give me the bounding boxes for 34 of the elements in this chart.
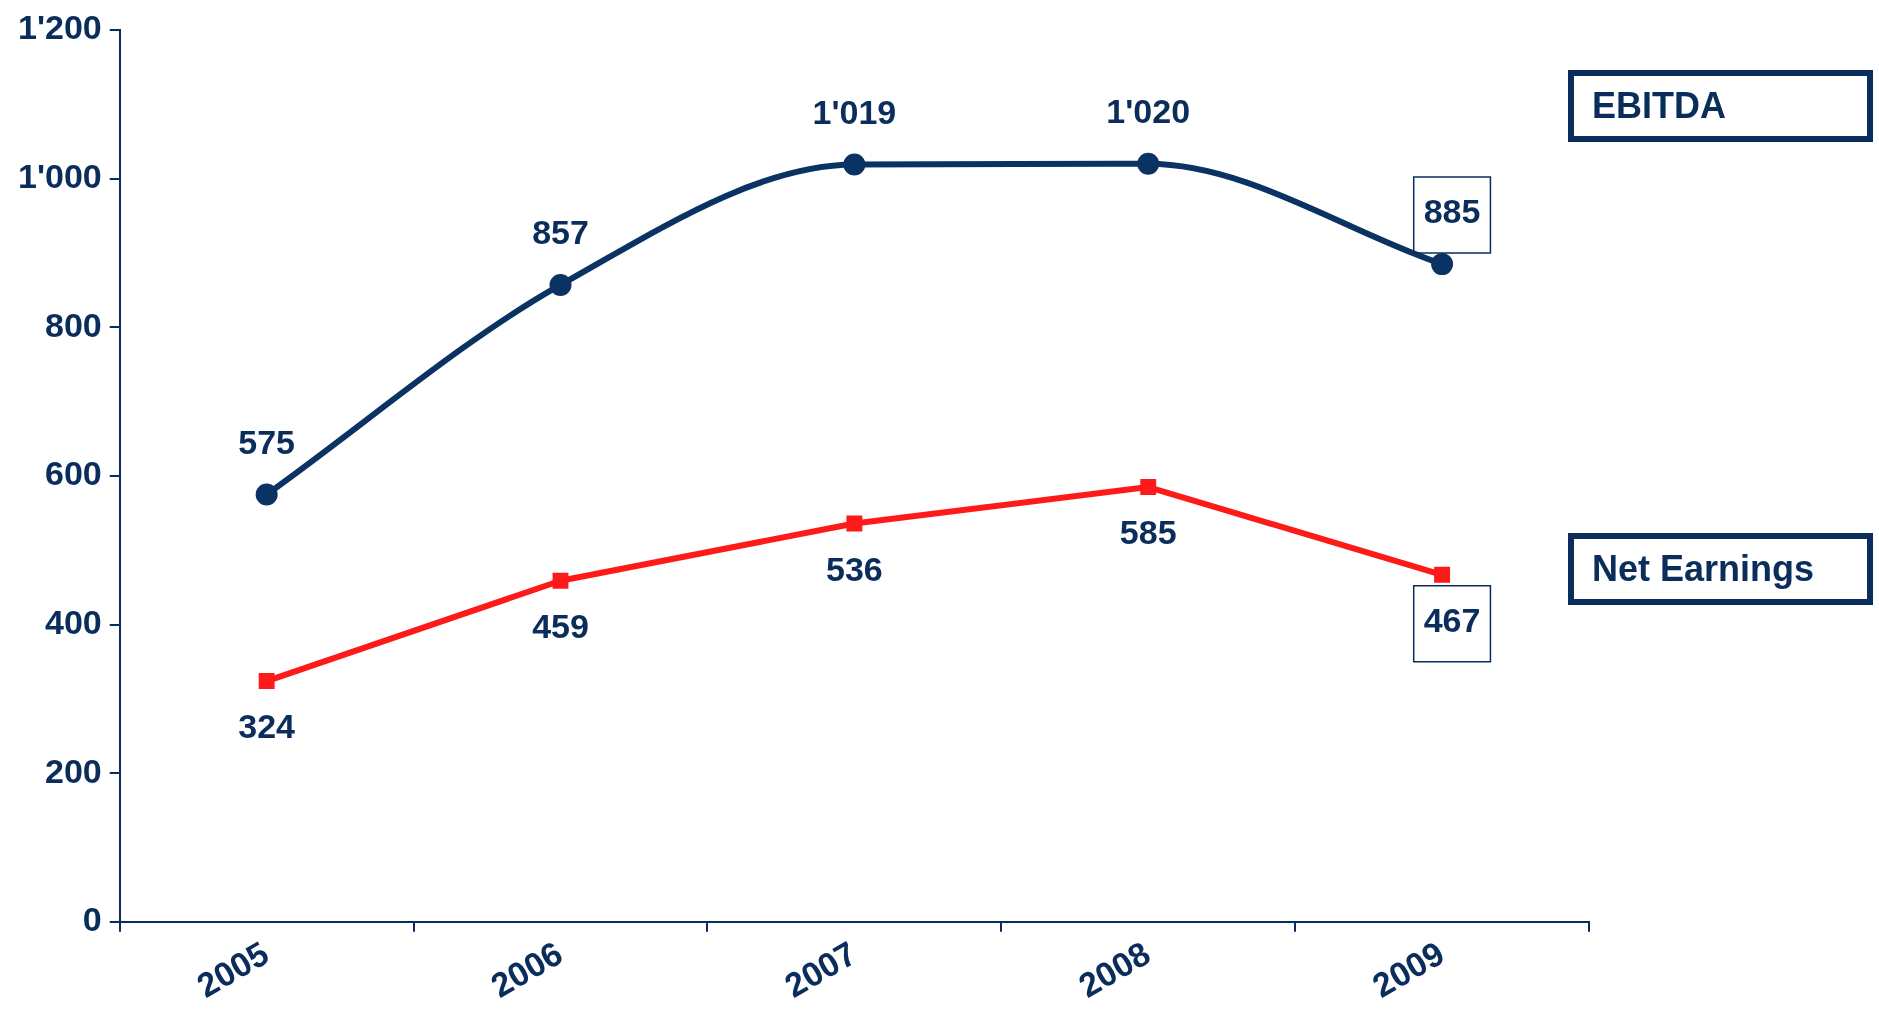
data-label: 857 [532,213,589,252]
x-tick-label: 2008 [1071,933,1157,1005]
point [1140,479,1157,496]
y-tick-label: 400 [44,602,102,641]
y-tick-label: 600 [44,454,102,493]
point [846,515,863,532]
x-tick-label: 2007 [778,933,863,1005]
point [1431,253,1454,276]
data-label: 459 [532,607,589,646]
data-label: 585 [1119,513,1177,552]
point [1434,566,1451,583]
data-label: 536 [825,549,883,588]
x-tick-label: 2009 [1365,933,1451,1005]
point [549,273,572,296]
y-tick-label: 200 [44,751,102,790]
text: EBITDA [1568,70,1873,142]
point [1137,152,1160,175]
x-tick-label: 2005 [190,933,275,1005]
point [843,153,866,176]
point [258,673,275,689]
x-tick-label: 2006 [484,933,569,1005]
point [255,483,278,506]
data-label: 885 [1423,192,1481,231]
point [552,572,569,589]
y-tick-label: 800 [44,305,102,344]
y-tick-label: 1'000 [17,157,102,196]
data-label: 1'020 [1106,92,1191,131]
data-label: 324 [238,707,296,746]
data-label: 467 [1423,601,1481,640]
text: Net Earnings [1568,533,1873,605]
data-label: 575 [238,422,296,461]
data-label: 1'019 [812,92,897,131]
y-tick-label: 1'200 [17,8,102,47]
y-tick-label: 0 [82,900,102,939]
